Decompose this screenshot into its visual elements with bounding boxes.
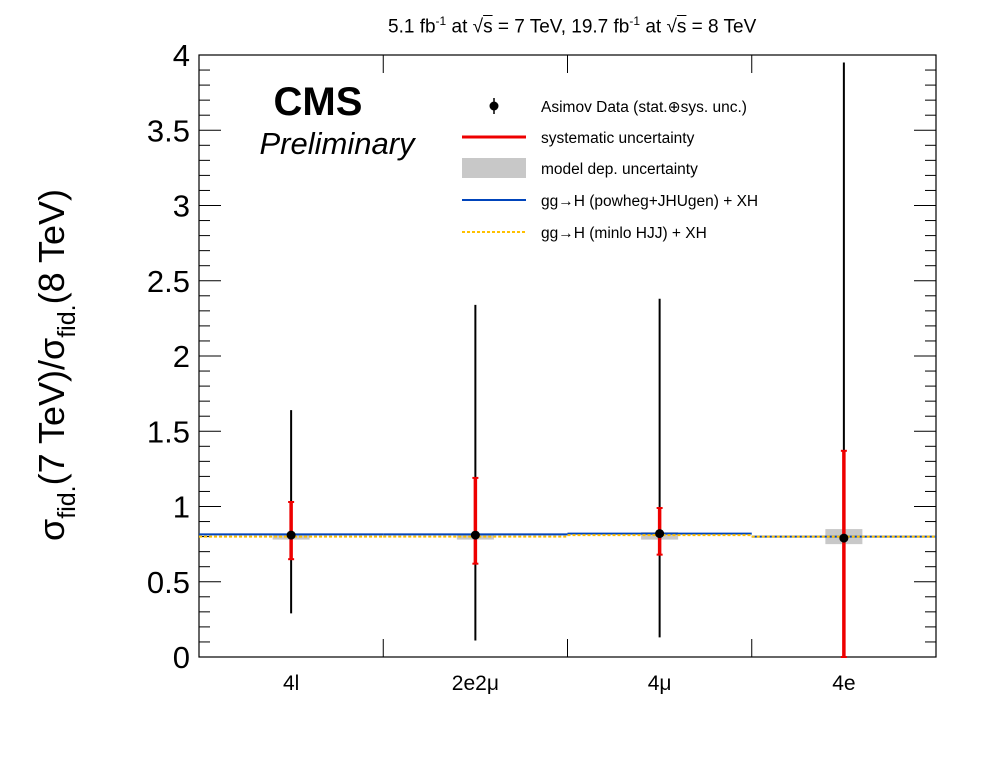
lumi-8-exponent: -1	[629, 14, 641, 28]
lumi-8-at: at	[640, 16, 667, 38]
y-tick-label: 4	[173, 38, 190, 73]
y-axis-title-sigma-den: σ	[31, 338, 72, 360]
sqrt-symbol-7: √	[472, 16, 484, 38]
cms-label: CMS	[274, 80, 363, 124]
lumi-7-exponent: -1	[435, 14, 447, 28]
y-axis-title-sub-num: fid.	[53, 485, 81, 518]
legend-label: systematic uncertainty	[541, 130, 695, 147]
y-axis-title-sub-den: fid.	[53, 304, 81, 337]
data-point	[839, 533, 849, 543]
legend: Asimov Data (stat.⊕sys. unc.) systematic …	[462, 98, 758, 242]
x-category-label: 4μ	[648, 672, 672, 695]
y-tick-label: 2	[173, 339, 190, 374]
y-tick-labels: 0 0.5 1 1.5 2 2.5 3 3.5 4	[147, 38, 190, 675]
axis-ticks	[199, 54, 936, 658]
legend-label: Asimov Data (stat.⊕sys. unc.)	[541, 99, 747, 116]
data-marks	[199, 62, 936, 658]
sqrt-symbol-8: √	[666, 16, 677, 38]
s-symbol-7: s	[483, 16, 493, 38]
data-point	[286, 530, 296, 540]
preliminary-label: Preliminary	[259, 126, 417, 161]
legend-model-box	[462, 158, 526, 178]
y-tick-label: 2.5	[147, 264, 190, 299]
y-tick-label: 0.5	[147, 565, 190, 600]
y-axis-title: σfid.(7 TeV)/σfid.(8 TeV)	[31, 189, 81, 541]
lumi-7-text: 5.1 fb	[388, 16, 436, 38]
y-axis-title-sigma-num: σ	[31, 519, 72, 541]
legend-label: model dep. uncertainty	[541, 161, 698, 178]
energy-8-text: = 8 TeV	[686, 16, 757, 38]
y-axis-title-den: (8 TeV)	[31, 189, 72, 304]
y-axis-title-num: (7 TeV)/	[31, 360, 72, 485]
data-point	[655, 529, 665, 539]
y-tick-label: 0	[173, 640, 190, 675]
luminosity-header: 5.1 fb-1 at √s = 7 TeV, 19.7 fb-1 at √s …	[388, 14, 756, 38]
legend-label: gg→H (minlo HJJ) + XH	[541, 225, 707, 242]
x-category-labels: 4l 2e2μ 4μ 4e	[283, 672, 856, 695]
lumi-7-at: at	[446, 16, 473, 38]
x-category-label: 4e	[832, 672, 855, 695]
legend-marker-point	[489, 101, 499, 111]
energy-7-text: = 7 TeV, 19.7 fb	[492, 16, 630, 38]
s-symbol-8: s	[676, 16, 687, 38]
y-tick-label: 3	[173, 189, 190, 224]
y-tick-label: 1.5	[147, 414, 190, 449]
x-category-label: 4l	[283, 672, 299, 695]
x-category-label: 2e2μ	[452, 672, 499, 695]
legend-label: gg→H (powheg+JHUgen) + XH	[541, 193, 758, 210]
y-tick-label: 1	[173, 490, 190, 525]
y-tick-label: 3.5	[147, 113, 190, 148]
data-point	[470, 530, 480, 540]
